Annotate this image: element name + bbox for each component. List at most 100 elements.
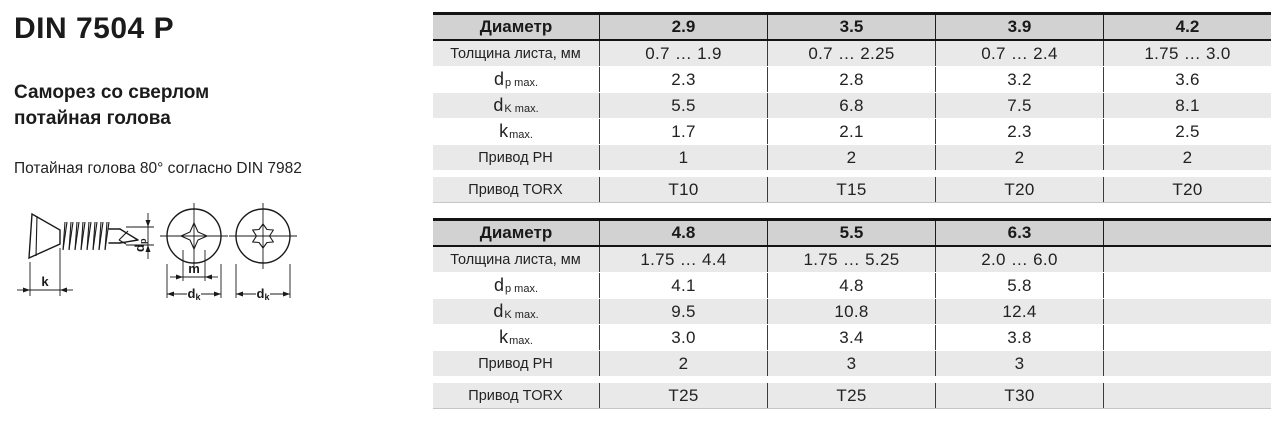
table-cell: 6.8 [767, 93, 935, 118]
head-angle-note: Потайная голова 80° согласно DIN 7982 [14, 160, 302, 177]
dimension-table-1: Диаметр 2.9 3.5 3.9 4.2 Толщина листа, м… [433, 12, 1271, 203]
dimension-m: m [170, 250, 218, 281]
header-diameter-value: 3.9 [935, 15, 1103, 39]
table-row-drive-torx: Привод TORX T10 T15 T20 T20 [433, 177, 1271, 203]
table-header-row: Диаметр 4.8 5.5 6.3 [433, 218, 1271, 247]
table-cell: 1.75 … 4.4 [599, 247, 767, 272]
table-cell: 2.8 [767, 67, 935, 92]
screw-thread [62, 221, 110, 251]
table-cell [1103, 351, 1271, 376]
k-dim-label: k [41, 274, 49, 289]
table-cell: 8.1 [1103, 93, 1271, 118]
table-cell [1103, 273, 1271, 298]
table-cell: 2.1 [767, 119, 935, 144]
m-dim-label: m [188, 261, 200, 276]
table-row-drive-torx: Привод TORX T25 T25 T30 [433, 383, 1271, 409]
screw-drawing-svg: k dp [17, 203, 297, 302]
header-diameter-value: 5.5 [767, 221, 935, 245]
row-label: Привод PH [478, 355, 553, 372]
table-cell: 2.0 … 6.0 [935, 247, 1103, 272]
table-cell: 4.8 [767, 273, 935, 298]
row-label: k max. [499, 327, 533, 347]
table-row-k-max: k max. 1.7 2.1 2.3 2.5 [433, 119, 1271, 145]
table-cell: 2.5 [1103, 119, 1271, 144]
product-subtitle: Саморез со сверлом потайная голова [14, 80, 209, 132]
dimension-dk-torx: dk [235, 264, 291, 302]
dp-dim-label: dp [132, 238, 148, 252]
table-cell [1103, 299, 1271, 324]
header-diameter-label: Диаметр [479, 223, 553, 242]
header-diameter-value: 2.9 [599, 15, 767, 39]
table-cell: 2 [599, 351, 767, 376]
page-title: DIN 7504 P [14, 12, 175, 45]
table-row-k-max: k max. 3.0 3.4 3.8 [433, 325, 1271, 351]
table-cell: T25 [767, 383, 935, 408]
header-diameter-value: 4.8 [599, 221, 767, 245]
table-cell: 0.7 … 1.9 [599, 41, 767, 66]
table-cell: 5.8 [935, 273, 1103, 298]
row-label: Привод PH [478, 149, 553, 166]
table-cell: 3.6 [1103, 67, 1271, 92]
phillips-head-view [160, 203, 228, 269]
table-cell: 4.1 [599, 273, 767, 298]
tables-panel: Диаметр 2.9 3.5 3.9 4.2 Толщина листа, м… [433, 12, 1271, 409]
header-diameter-value: 6.3 [935, 221, 1103, 245]
technical-drawing: k dp [10, 200, 302, 317]
table-cell: 5.5 [599, 93, 767, 118]
table-cell: 0.7 … 2.4 [935, 41, 1103, 66]
subtitle-line-2: потайная голова [14, 108, 171, 129]
header-diameter-value: 4.2 [1103, 15, 1271, 39]
table-cell: 3 [767, 351, 935, 376]
table-cell: 3.2 [935, 67, 1103, 92]
table-cell: T15 [767, 177, 935, 202]
dimension-table-2: Диаметр 4.8 5.5 6.3 Толщина листа, мм 1.… [433, 218, 1271, 409]
table-row-drive-ph: Привод PH 1 2 2 2 [433, 145, 1271, 171]
screw-side-view [28, 212, 139, 260]
dimension-k: k [17, 248, 73, 296]
table-cell: 12.4 [935, 299, 1103, 324]
dk-dim-label-2: dk [257, 286, 271, 302]
table-cell: T20 [935, 177, 1103, 202]
table-cell [1103, 383, 1271, 408]
drill-point [118, 228, 139, 245]
table-cell: T30 [935, 383, 1103, 408]
table-cell: 3.8 [935, 325, 1103, 350]
row-label: Привод TORX [468, 387, 563, 404]
table-cell: T25 [599, 383, 767, 408]
table-cell: 2 [767, 145, 935, 170]
table-row-sheet-thickness: Толщина листа, мм 0.7 … 1.9 0.7 … 2.25 0… [433, 41, 1271, 67]
row-label: k max. [499, 121, 533, 141]
table-cell: T10 [599, 177, 767, 202]
torx-head-view [229, 203, 297, 269]
subtitle-line-1: Саморез со сверлом [14, 82, 210, 103]
table-cell: 1.75 … 3.0 [1103, 41, 1271, 66]
header-diameter-label: Диаметр [479, 17, 553, 36]
table-cell: 0.7 … 2.25 [767, 41, 935, 66]
header-diameter-value [1103, 221, 1271, 245]
table-cell: 7.5 [935, 93, 1103, 118]
dimension-dk-phillips: dk [166, 264, 222, 302]
table-cell [1103, 247, 1271, 272]
table-cell: 2.3 [599, 67, 767, 92]
dk-dim-label-1: dk [188, 286, 202, 302]
dimension-dp: dp [126, 213, 154, 259]
table-cell: 10.8 [767, 299, 935, 324]
header-diameter-value: 3.5 [767, 15, 935, 39]
table-cell: 1.75 … 5.25 [767, 247, 935, 272]
table-cell: 9.5 [599, 299, 767, 324]
table-header-row: Диаметр 2.9 3.5 3.9 4.2 [433, 12, 1271, 41]
table-cell: 3 [935, 351, 1103, 376]
table-cell: 3.4 [767, 325, 935, 350]
row-label: Толщина листа, мм [450, 45, 581, 62]
table-cell: 2 [935, 145, 1103, 170]
row-label: Толщина листа, мм [450, 251, 581, 268]
table-row-sheet-thickness: Толщина листа, мм 1.75 … 4.4 1.75 … 5.25… [433, 247, 1271, 273]
